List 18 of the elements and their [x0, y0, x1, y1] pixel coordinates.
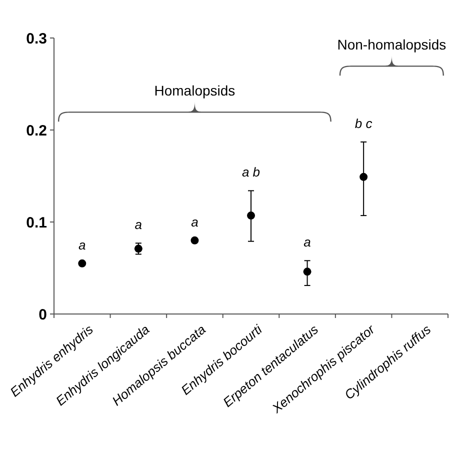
- annotation: a: [78, 237, 86, 252]
- y-tick-label: 0.3: [26, 30, 47, 48]
- point: [190, 236, 199, 244]
- point: [360, 172, 368, 181]
- annotation: a: [304, 234, 311, 250]
- y-tick-label: 0.1: [26, 214, 47, 232]
- y-tick-label: 0.2: [26, 122, 47, 140]
- annotation: a: [134, 217, 142, 232]
- annotation: b c: [354, 116, 373, 131]
- point: [247, 212, 255, 220]
- point: [303, 268, 312, 276]
- y-tick-label: 0: [38, 306, 47, 324]
- point: [78, 259, 86, 268]
- annotation: a: [191, 214, 198, 230]
- annotation: Non-homalopsids: [337, 36, 446, 53]
- annotation: Homalopsids: [154, 82, 236, 99]
- point: [134, 244, 142, 253]
- annotation: a b: [242, 164, 260, 180]
